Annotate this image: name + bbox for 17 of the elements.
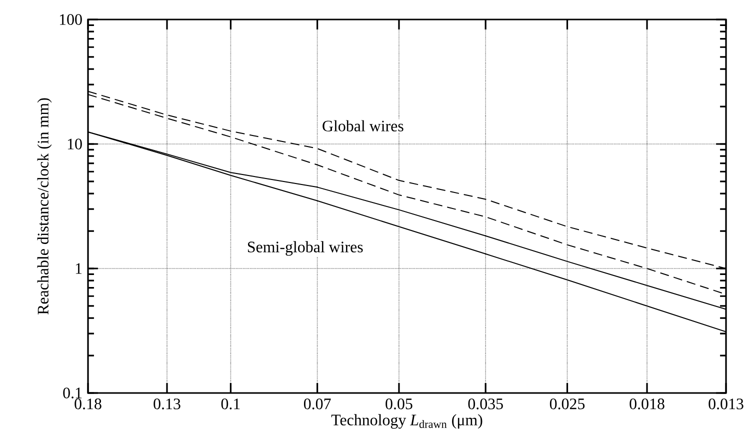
x-tick-label: 0.05 — [386, 398, 412, 410]
x-tick-label: 0.035 — [468, 398, 503, 410]
x-tick-label: 0.013 — [708, 398, 744, 410]
annotation: Semi-global wires — [248, 241, 363, 256]
x-axis-title: Technology L$_{drawn}$ (μm) — [331, 414, 482, 429]
x-tick-label: 0.025 — [550, 398, 585, 410]
x-tick-label: 0.18 — [74, 398, 102, 410]
x-tick-label: 0.13 — [154, 398, 180, 410]
y-tick-label: 10 — [68, 138, 82, 150]
x-tick-label: 0.018 — [630, 398, 664, 410]
y-tick-label: 100 — [60, 14, 82, 25]
y-tick-label: 1 — [76, 263, 82, 274]
x-tick-label: 0.1 — [221, 398, 240, 410]
x-tick-label: 0.07 — [304, 398, 331, 410]
y-tick-label: 0.1 — [63, 388, 82, 398]
annotation: Global wires — [322, 120, 404, 132]
y-axis-title: Reachable distance/clock (in mm) — [37, 98, 52, 314]
